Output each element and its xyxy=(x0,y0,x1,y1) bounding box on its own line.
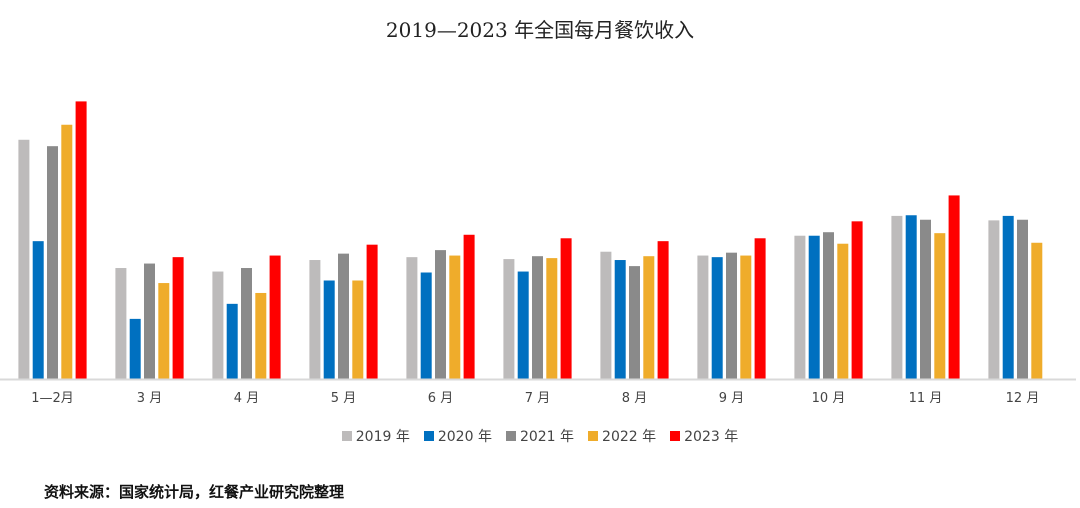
bar xyxy=(352,280,364,379)
x-tick-label: 10 月 xyxy=(812,391,846,406)
bar xyxy=(546,258,558,379)
bar xyxy=(905,215,917,379)
legend-item: 2020 年 xyxy=(423,426,492,446)
bar xyxy=(726,252,737,379)
bar xyxy=(129,318,141,379)
bar xyxy=(794,235,806,379)
legend-swatch xyxy=(423,431,434,441)
bar xyxy=(420,272,432,379)
bar xyxy=(600,251,612,379)
bar-chart: 1—2月 3 月 4 月 5 月 6 月 7 月 8 月 9 月 10 月 11 月 12 月 xyxy=(0,101,1076,406)
bar xyxy=(754,238,766,379)
bar xyxy=(338,253,349,379)
bar xyxy=(158,283,170,379)
legend-swatch xyxy=(341,431,352,441)
legend-item: 2022 年 xyxy=(588,426,656,446)
x-tick-label: 11 月 xyxy=(909,391,943,406)
x-tick-label: 6 月 xyxy=(428,391,453,406)
chart-title: 2019—2023 年全国每月餐饮收入 xyxy=(385,18,695,42)
bar xyxy=(309,260,321,379)
bar xyxy=(837,243,849,379)
legend-swatch xyxy=(505,431,516,441)
bar xyxy=(115,268,127,379)
legend-item: 2021 年 xyxy=(505,426,575,446)
bar xyxy=(988,220,1000,379)
bar xyxy=(934,233,946,379)
bar xyxy=(269,255,281,379)
legend-item: 2019 年 xyxy=(341,426,410,446)
bar xyxy=(463,234,475,379)
bar xyxy=(503,259,515,379)
bar xyxy=(532,256,543,379)
x-tick-label: 9 月 xyxy=(719,391,744,406)
bar xyxy=(366,244,378,379)
legend-label: 2023 年 xyxy=(684,429,739,445)
bar xyxy=(740,255,752,379)
bar xyxy=(449,255,461,379)
bar xyxy=(172,257,184,379)
bar xyxy=(560,238,572,379)
bar xyxy=(657,241,669,379)
bar xyxy=(47,146,58,379)
legend-swatch xyxy=(588,431,599,441)
legend-label: 2021 年 xyxy=(519,429,575,445)
legend-label: 2019 年 xyxy=(355,429,410,445)
x-tick-label: 3 月 xyxy=(137,391,162,406)
bar xyxy=(435,250,446,379)
bar xyxy=(61,124,73,379)
legend-swatch xyxy=(670,431,681,441)
legend-label: 2022 年 xyxy=(602,429,657,445)
bar xyxy=(711,257,723,379)
bar xyxy=(226,303,238,379)
legend-label: 2020 年 xyxy=(437,429,492,445)
bar xyxy=(808,235,820,379)
x-tick-label: 4 月 xyxy=(234,391,259,406)
source-note: 资料来源：国家统计局，红餐产业研究院整理 xyxy=(44,483,345,501)
legend: 2019 年 2020 年 2021 年 2022 年 2023 年 xyxy=(0,426,1080,446)
x-tick-label: 8 月 xyxy=(622,391,647,406)
bar xyxy=(920,219,931,379)
bar xyxy=(406,257,418,379)
bar xyxy=(517,271,529,379)
x-tick-label: 5 月 xyxy=(331,391,356,406)
bar xyxy=(241,268,252,379)
x-tick-label: 1—2月 xyxy=(31,391,74,406)
bar xyxy=(18,139,30,379)
bar xyxy=(1031,242,1043,379)
bar xyxy=(144,263,155,379)
bar xyxy=(212,271,224,379)
legend-item: 2023 年 xyxy=(670,426,738,446)
bar xyxy=(643,256,655,379)
x-tick-label: 7 月 xyxy=(525,391,550,406)
bar xyxy=(948,195,960,379)
bar xyxy=(697,255,709,379)
bar xyxy=(823,232,834,379)
bar xyxy=(1002,215,1014,379)
bar xyxy=(32,241,44,379)
bar xyxy=(1017,219,1028,379)
x-tick-label: 12 月 xyxy=(1006,391,1040,406)
bar xyxy=(891,215,903,379)
bar xyxy=(323,280,335,379)
bar xyxy=(75,101,87,379)
bar xyxy=(614,260,626,379)
bar xyxy=(255,292,267,379)
bar xyxy=(851,221,863,379)
bar xyxy=(629,266,640,379)
